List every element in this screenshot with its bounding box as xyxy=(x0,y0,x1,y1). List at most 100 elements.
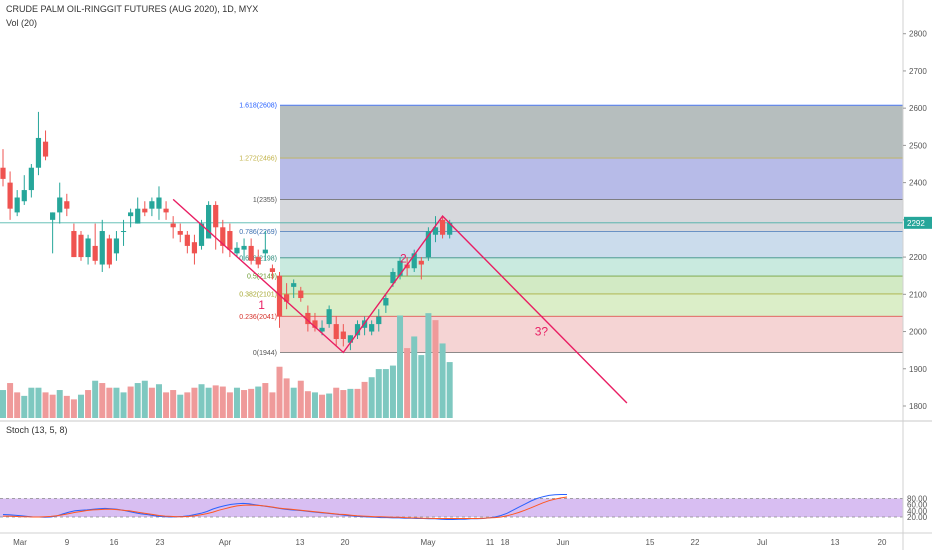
candle-body xyxy=(347,335,354,343)
volume-bar xyxy=(262,383,269,418)
time-tick-label: 22 xyxy=(691,538,700,547)
volume-bar xyxy=(326,393,333,418)
current-price-badge xyxy=(904,216,932,229)
volume-bar xyxy=(397,315,404,418)
candle-body xyxy=(298,290,304,299)
volume-bar xyxy=(77,394,84,418)
stoch-d-line xyxy=(3,496,568,519)
time-tick-label: 9 xyxy=(65,538,70,547)
candle-body xyxy=(369,324,375,332)
price-tick-label: 2800 xyxy=(909,30,927,39)
candle-body xyxy=(248,245,254,261)
time-tick-label: 20 xyxy=(878,538,887,547)
time-tick-label: 15 xyxy=(646,538,655,547)
volume-bar xyxy=(148,387,155,418)
fib-level-label: 1.618(2608) xyxy=(239,103,277,110)
stochastic-label: Stoch (13, 5, 8) xyxy=(6,425,68,435)
volume-indicator-label: Vol (20) xyxy=(6,18,38,28)
time-tick-label: 11 xyxy=(486,538,495,547)
volume-bar xyxy=(184,392,191,418)
volume-bar xyxy=(21,395,28,418)
fibonacci-retracement: 1.618(2608) 1.272(2466) 1(2355) 0.786(2269)… xyxy=(239,103,903,357)
fib-level-label: 1.272(2466) xyxy=(239,156,277,163)
candle-body xyxy=(128,212,134,217)
candle-body xyxy=(213,204,219,228)
candle-body xyxy=(411,253,417,269)
candle-body xyxy=(333,324,339,339)
candle-body xyxy=(439,219,446,235)
wave-label: 3? xyxy=(535,324,549,338)
volume-bar xyxy=(63,395,70,418)
volume-bar xyxy=(255,386,262,418)
price-tick-label: 2600 xyxy=(909,104,927,113)
candle-body xyxy=(7,182,13,209)
volume-bar xyxy=(49,394,56,418)
stoch-tick-label: 80.00 xyxy=(907,495,928,504)
time-tick-label: 13 xyxy=(296,538,305,547)
candle-body xyxy=(262,249,268,254)
volume-bar xyxy=(276,366,283,418)
volume-bar xyxy=(375,369,382,418)
price-tick-label: 2000 xyxy=(909,328,927,337)
fib-zone xyxy=(280,231,903,258)
fib-zone xyxy=(280,316,903,353)
time-tick-label: Jun xyxy=(557,538,570,547)
candle-body xyxy=(404,264,410,269)
candle-body xyxy=(149,201,155,209)
time-tick-label: Jul xyxy=(757,538,767,547)
volume-bar xyxy=(439,343,446,418)
candle-body xyxy=(291,283,297,287)
volume-bar xyxy=(170,390,177,418)
volume-bar xyxy=(347,388,354,418)
volume-bar xyxy=(241,390,248,418)
elliott-wave-path: 1 2 3? xyxy=(172,198,628,404)
candle-body xyxy=(376,316,382,325)
volume-bar xyxy=(382,369,389,418)
candlesticks xyxy=(0,111,453,351)
price-tick-label: 2500 xyxy=(909,141,927,150)
candle-body xyxy=(71,231,77,258)
volume-bar xyxy=(404,348,411,418)
fib-zone xyxy=(280,257,903,277)
time-tick-label: Apr xyxy=(219,538,232,547)
price-tick-label: 2200 xyxy=(909,253,927,262)
stoch-tick-label: 20.00 xyxy=(907,513,928,522)
volume-bar xyxy=(205,387,212,418)
candle-body xyxy=(106,238,112,265)
volume-bar xyxy=(304,391,311,418)
time-tick-label: May xyxy=(420,538,435,547)
fib-level-label: 1(2355) xyxy=(253,197,277,204)
price-tick-label: 1800 xyxy=(909,402,927,411)
volume-bar xyxy=(7,383,14,418)
price-tick-label: 2900 xyxy=(909,0,927,1)
current-price-label: 2292 xyxy=(907,219,925,228)
time-tick-label: Mar xyxy=(13,538,27,547)
candle-body xyxy=(135,208,141,224)
candle-body xyxy=(14,197,20,213)
volume-bar xyxy=(70,399,77,418)
candle-body xyxy=(220,227,226,246)
candle-body xyxy=(170,223,176,228)
volume-bar xyxy=(368,377,375,418)
volume-bar xyxy=(425,313,432,418)
fib-level-label: 0.236(2041) xyxy=(239,314,277,321)
fib-zone xyxy=(280,293,903,317)
candle-body xyxy=(276,275,283,317)
volume-bar xyxy=(99,383,106,418)
candle-body xyxy=(284,294,290,302)
price-tick-label: 1900 xyxy=(909,365,927,374)
volume-bar xyxy=(432,320,439,418)
candle-body xyxy=(163,208,169,213)
candle-body xyxy=(57,197,63,213)
candle-body xyxy=(0,167,6,179)
fib-level-label: 0(1944) xyxy=(253,350,277,357)
volume-bar xyxy=(163,392,170,418)
candle-body xyxy=(397,260,403,276)
volume-bar xyxy=(92,380,99,418)
volume-bar xyxy=(56,390,63,418)
symbol-title: CRUDE PALM OIL-RINGGIT FUTURES (AUG 2020… xyxy=(6,4,259,14)
volume-bar xyxy=(155,384,162,418)
stoch-tick-label: 40.00 xyxy=(907,507,928,516)
